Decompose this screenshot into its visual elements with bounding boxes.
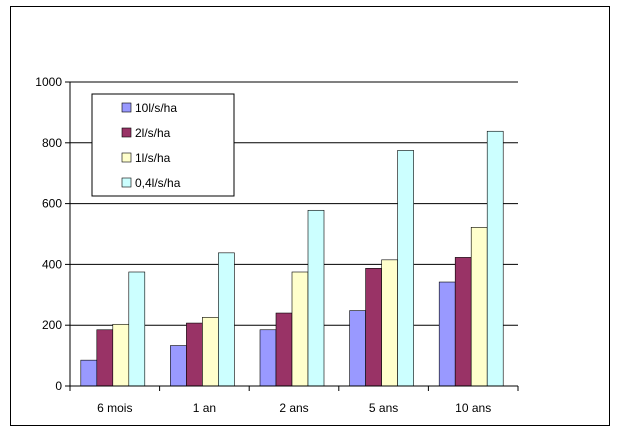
legend-label-2: 2l/s/ha bbox=[135, 126, 171, 140]
legend-label-3: 1l/s/ha bbox=[135, 151, 171, 165]
y-tick-labels: 0 200 400 600 800 1000 bbox=[35, 75, 62, 393]
y-tick-label: 800 bbox=[42, 136, 62, 150]
bar-3-4 bbox=[381, 259, 398, 387]
bar-2-4 bbox=[365, 268, 382, 387]
bar-2-1 bbox=[96, 329, 114, 387]
bar-3-3 bbox=[291, 271, 309, 387]
bar-1-3 bbox=[259, 329, 277, 387]
bar-4-1 bbox=[128, 271, 146, 387]
y-tick-label: 0 bbox=[55, 379, 62, 393]
x-tick-label: 1 an bbox=[193, 401, 216, 415]
legend: 10l/s/ha 2l/s/ha 1l/s/ha 0,4l/s/ha bbox=[91, 93, 235, 197]
bar-1-2 bbox=[170, 345, 187, 387]
bar-3-1 bbox=[112, 323, 130, 387]
bars bbox=[80, 130, 504, 387]
legend-swatch-1 bbox=[121, 102, 132, 113]
legend-label-4: 0,4l/s/ha bbox=[135, 176, 181, 190]
legend-box bbox=[91, 93, 235, 197]
legend-swatch-3 bbox=[121, 152, 132, 163]
x-tick-label: 10 ans bbox=[455, 401, 491, 415]
y-tick-label: 400 bbox=[42, 257, 62, 271]
legend-swatch-4 bbox=[121, 177, 132, 188]
bar-1-5 bbox=[438, 281, 456, 387]
bar-3-2 bbox=[202, 316, 219, 387]
bar-3-5 bbox=[470, 227, 488, 387]
y-tick-label: 600 bbox=[42, 197, 62, 211]
x-tick-label: 5 ans bbox=[369, 401, 398, 415]
bar-1-4 bbox=[349, 310, 366, 387]
x-tick-label: 2 ans bbox=[279, 401, 308, 415]
bar-2-3 bbox=[275, 312, 293, 387]
axes bbox=[65, 81, 519, 391]
bar-4-4 bbox=[397, 150, 414, 387]
y-tick-label: 200 bbox=[42, 318, 62, 332]
x-tick-label: 6 mois bbox=[97, 401, 132, 415]
bar-1-1 bbox=[80, 359, 98, 387]
bar-4-2 bbox=[218, 252, 235, 387]
bar-4-3 bbox=[307, 209, 325, 387]
x-tick-labels: 6 mois 1 an 2 ans 5 ans 10 ans bbox=[97, 401, 491, 415]
legend-label-1: 10l/s/ha bbox=[135, 101, 177, 115]
bar-2-5 bbox=[454, 257, 472, 387]
bar-2-2 bbox=[186, 322, 203, 387]
y-tick-label: 1000 bbox=[35, 75, 62, 89]
legend-swatch-2 bbox=[121, 127, 132, 138]
bar-4-5 bbox=[486, 130, 504, 387]
